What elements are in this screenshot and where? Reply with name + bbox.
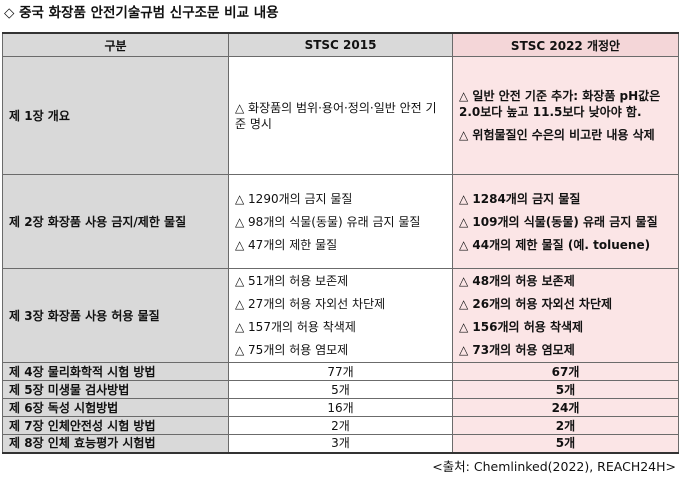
page-title: ◇ 중국 화장품 안전기술규범 신구조문 비교 내용 bbox=[4, 5, 279, 21]
old-item: △ 51개의 허용 보존제 bbox=[235, 274, 349, 288]
new-content: △ 1284개의 금지 물질 △ 109개의 식물(동물) 유래 금지 물질 △… bbox=[452, 174, 679, 269]
new-item: △ 109개의 식물(동물) 유래 금지 물질 bbox=[459, 214, 658, 229]
new-item: △ 156개의 허용 착색제 bbox=[459, 320, 584, 334]
table-row: 제 8장 인체 효능평가 시험법 3개 5개 bbox=[2, 434, 679, 454]
row-category: 제 3장 화장품 사용 허용 물질 bbox=[2, 268, 229, 363]
new-content: △ 48개의 허용 보존제 △ 26개의 허용 자외선 차단제 △ 156개의 … bbox=[452, 268, 679, 363]
row-category: 제 4장 물리화학적 시험 방법 bbox=[2, 362, 229, 381]
header-category: 구분 bbox=[2, 32, 229, 57]
new-count: 5개 bbox=[452, 380, 679, 399]
old-count: 3개 bbox=[228, 434, 453, 454]
new-count: 2개 bbox=[452, 416, 679, 435]
old-item: △ 47개의 제한 물질 bbox=[235, 237, 338, 252]
old-item: △ 화장품의 범위·용어·정의·일반 안전 기준 명시 bbox=[235, 100, 437, 131]
table-row: 제 4장 물리화학적 시험 방법 77개 67개 bbox=[2, 362, 679, 381]
old-content: △ 화장품의 범위·용어·정의·일반 안전 기준 명시 bbox=[228, 56, 453, 175]
table-header-row: 구분 STSC 2015 STSC 2022 개정안 bbox=[2, 32, 679, 57]
source-note: <출처: Chemlinked(2022), REACH24H> bbox=[432, 459, 676, 474]
old-item: △ 75개의 허용 염모제 bbox=[235, 343, 349, 357]
new-item: △ 44개의 제한 물질 (예. toluene) bbox=[459, 237, 651, 252]
table-row: 제 3장 화장품 사용 허용 물질 △ 51개의 허용 보존제 △ 27개의 허… bbox=[2, 268, 679, 363]
new-count: 5개 bbox=[452, 434, 679, 454]
old-item: △ 157개의 허용 착색제 bbox=[235, 320, 356, 334]
new-count: 24개 bbox=[452, 398, 679, 417]
new-item: △ 1284개의 금지 물질 bbox=[459, 191, 581, 206]
table-row: 제 2장 화장품 사용 금지/제한 물질 △ 1290개의 금지 물질 △ 98… bbox=[2, 174, 679, 269]
row-category: 제 5장 미생물 검사방법 bbox=[2, 380, 229, 399]
old-count: 77개 bbox=[228, 362, 453, 381]
new-content: △ 일반 안전 기준 추가: 화장품 pH값은 2.0보다 높고 11.5보다 … bbox=[452, 56, 679, 175]
old-count: 5개 bbox=[228, 380, 453, 399]
new-item: △ 일반 안전 기준 추가: 화장품 pH값은 2.0보다 높고 11.5보다 … bbox=[459, 89, 661, 119]
old-count: 16개 bbox=[228, 398, 453, 417]
old-item: △ 27개의 허용 자외선 차단제 bbox=[235, 297, 386, 311]
header-stsc-2015: STSC 2015 bbox=[228, 32, 453, 57]
header-stsc-2022: STSC 2022 개정안 bbox=[452, 32, 679, 57]
new-count: 67개 bbox=[452, 362, 679, 381]
table-row: 제 6장 독성 시험방법 16개 24개 bbox=[2, 398, 679, 417]
table-row: 제 1장 개요 △ 화장품의 범위·용어·정의·일반 안전 기준 명시 △ 일반… bbox=[2, 56, 679, 175]
old-item: △ 1290개의 금지 물질 bbox=[235, 191, 353, 206]
new-item: △ 26개의 허용 자외선 차단제 bbox=[459, 297, 613, 311]
new-item: △ 48개의 허용 보존제 bbox=[459, 274, 575, 288]
row-category: 제 2장 화장품 사용 금지/제한 물질 bbox=[2, 174, 229, 269]
old-item: △ 98개의 식물(동물) 유래 금지 물질 bbox=[235, 214, 421, 229]
row-category: 제 1장 개요 bbox=[2, 56, 229, 175]
row-category: 제 7장 인체안전성 시험 방법 bbox=[2, 416, 229, 435]
row-category: 제 8장 인체 효능평가 시험법 bbox=[2, 434, 229, 454]
new-item: △ 73개의 허용 염모제 bbox=[459, 343, 575, 357]
table-row: 제 5장 미생물 검사방법 5개 5개 bbox=[2, 380, 679, 399]
old-content: △ 1290개의 금지 물질 △ 98개의 식물(동물) 유래 금지 물질 △ … bbox=[228, 174, 453, 269]
old-count: 2개 bbox=[228, 416, 453, 435]
row-category: 제 6장 독성 시험방법 bbox=[2, 398, 229, 417]
table-row: 제 7장 인체안전성 시험 방법 2개 2개 bbox=[2, 416, 679, 435]
new-item: △ 위험물질인 수은의 비고란 내용 삭제 bbox=[459, 128, 655, 142]
old-content: △ 51개의 허용 보존제 △ 27개의 허용 자외선 차단제 △ 157개의 … bbox=[228, 268, 453, 363]
comparison-table: 구분 STSC 2015 STSC 2022 개정안 제 1장 개요 △ 화장품… bbox=[2, 32, 679, 454]
